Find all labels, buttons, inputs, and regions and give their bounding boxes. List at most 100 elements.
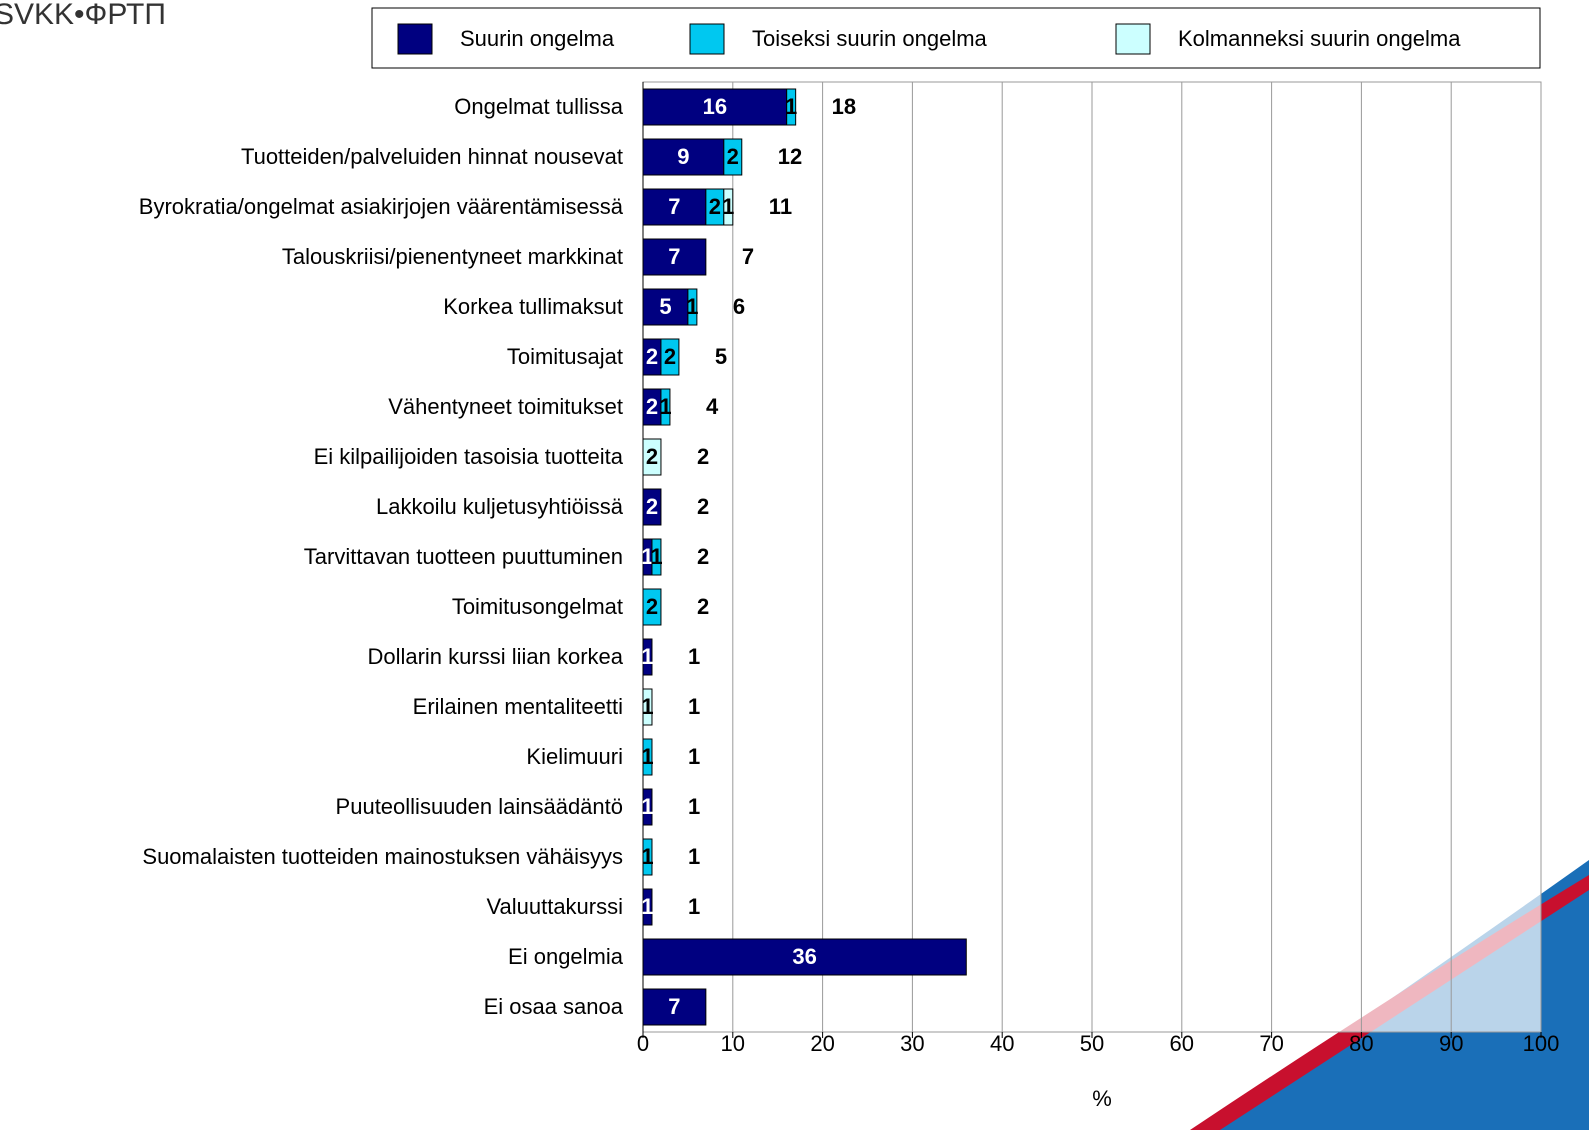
bar [723, 188, 734, 226]
value-label: 1 [659, 394, 671, 419]
total-label: 2 [697, 594, 709, 619]
value-label: 1 [641, 794, 653, 819]
value-label: 36 [792, 944, 816, 969]
bar [642, 788, 653, 826]
y-tick-label: Kielimuuri [526, 744, 623, 769]
total-label: 7 [742, 244, 754, 269]
value-label: 1 [785, 94, 797, 119]
total-label: 4 [706, 394, 719, 419]
value-label: 1 [641, 744, 653, 769]
legend-swatch [1115, 23, 1151, 55]
y-tick-label: Tuotteiden/palveluiden hinnat nousevat [241, 144, 623, 169]
value-label: 16 [703, 94, 727, 119]
value-label: 2 [646, 444, 658, 469]
logo: SVKK•ФРТП [0, 0, 166, 31]
y-tick-label: Dollarin kurssi liian korkea [367, 644, 623, 669]
value-label: 1 [641, 844, 653, 869]
value-label: 7 [668, 244, 680, 269]
x-axis-title: % [1092, 1086, 1112, 1111]
value-label: 7 [668, 194, 680, 219]
bar [642, 588, 662, 626]
value-label: 9 [677, 144, 689, 169]
y-tick-label: Ei osaa sanoa [484, 994, 624, 1019]
bar [642, 938, 967, 976]
total-label: 1 [688, 744, 700, 769]
bar [660, 338, 680, 376]
value-label: 2 [646, 394, 658, 419]
x-tick-label: 60 [1170, 1031, 1194, 1056]
value-label: 5 [659, 294, 671, 319]
value-label: 2 [646, 494, 658, 519]
y-tick-label: Vähentyneet toimitukset [388, 394, 623, 419]
value-label: 2 [646, 344, 658, 369]
value-label: 1 [641, 544, 653, 569]
value-label: 2 [664, 344, 676, 369]
bar [642, 638, 653, 676]
bar [687, 288, 698, 326]
bar [642, 238, 707, 276]
total-label: 2 [697, 444, 709, 469]
total-label: 2 [697, 544, 709, 569]
total-label: 12 [778, 144, 802, 169]
x-tick-label: 20 [810, 1031, 834, 1056]
total-label: 1 [688, 844, 700, 869]
value-label: 1 [650, 544, 662, 569]
bar [642, 288, 689, 326]
bar [642, 738, 653, 776]
bar [642, 88, 788, 126]
y-tick-label: Suomalaisten tuotteiden mainostuksen väh… [142, 844, 623, 869]
total-label: 5 [715, 344, 727, 369]
value-label: 1 [641, 644, 653, 669]
y-tick-label: Ei kilpailijoiden tasoisia tuotteita [314, 444, 624, 469]
y-tick-label: Byrokratia/ongelmat asiakirjojen väärent… [139, 194, 624, 219]
y-tick-label: Ei ongelmia [508, 944, 624, 969]
bar [642, 438, 662, 476]
y-tick-label: Korkea tullimaksut [443, 294, 623, 319]
legend-swatch [397, 23, 433, 55]
y-tick-label: Tarvittavan tuotteen puuttuminen [304, 544, 623, 569]
bar [651, 538, 662, 576]
total-label: 2 [697, 494, 709, 519]
y-tick-label: Toimitusongelmat [452, 594, 623, 619]
bar [642, 188, 707, 226]
x-tick-label: 50 [1080, 1031, 1104, 1056]
x-tick-label: 0 [637, 1031, 649, 1056]
bar [642, 138, 725, 176]
x-tick-label: 90 [1439, 1031, 1463, 1056]
value-label: 1 [686, 294, 698, 319]
y-tick-label: Talouskriisi/pienentyneet markkinat [282, 244, 623, 269]
y-tick-label: Valuuttakurssi [486, 894, 623, 919]
bar [642, 688, 653, 726]
bar [642, 488, 662, 526]
value-label: 1 [641, 894, 653, 919]
swoosh [1200, 860, 1589, 1130]
bar [723, 138, 743, 176]
bar [786, 88, 797, 126]
legend-label: Kolmanneksi suurin ongelma [1178, 26, 1461, 51]
value-label: 7 [668, 994, 680, 1019]
y-tick-label: Puuteollisuuden lainsäädäntö [336, 794, 623, 819]
bar [642, 838, 653, 876]
legend-label: Suurin ongelma [460, 26, 615, 51]
x-tick-label: 80 [1349, 1031, 1373, 1056]
total-label: 1 [688, 644, 700, 669]
legend-label: Toiseksi suurin ongelma [752, 26, 988, 51]
value-label: 2 [709, 194, 721, 219]
legend [371, 7, 1541, 69]
y-tick-label: Toimitusajat [507, 344, 623, 369]
y-tick-label: Ongelmat tullissa [454, 94, 624, 119]
y-tick-label: Erilainen mentaliteetti [413, 694, 623, 719]
bar [642, 888, 653, 926]
legend-swatch [689, 23, 725, 55]
value-label: 2 [727, 144, 739, 169]
total-label: 18 [832, 94, 856, 119]
bar [660, 388, 671, 426]
total-label: 6 [733, 294, 745, 319]
y-tick-label: Lakkoilu kuljetusyhtiöissä [376, 494, 624, 519]
x-tick-label: 40 [990, 1031, 1014, 1056]
x-tick-label: 100 [1523, 1031, 1560, 1056]
x-tick-label: 10 [721, 1031, 745, 1056]
total-label: 1 [688, 694, 700, 719]
value-label: 2 [646, 594, 658, 619]
